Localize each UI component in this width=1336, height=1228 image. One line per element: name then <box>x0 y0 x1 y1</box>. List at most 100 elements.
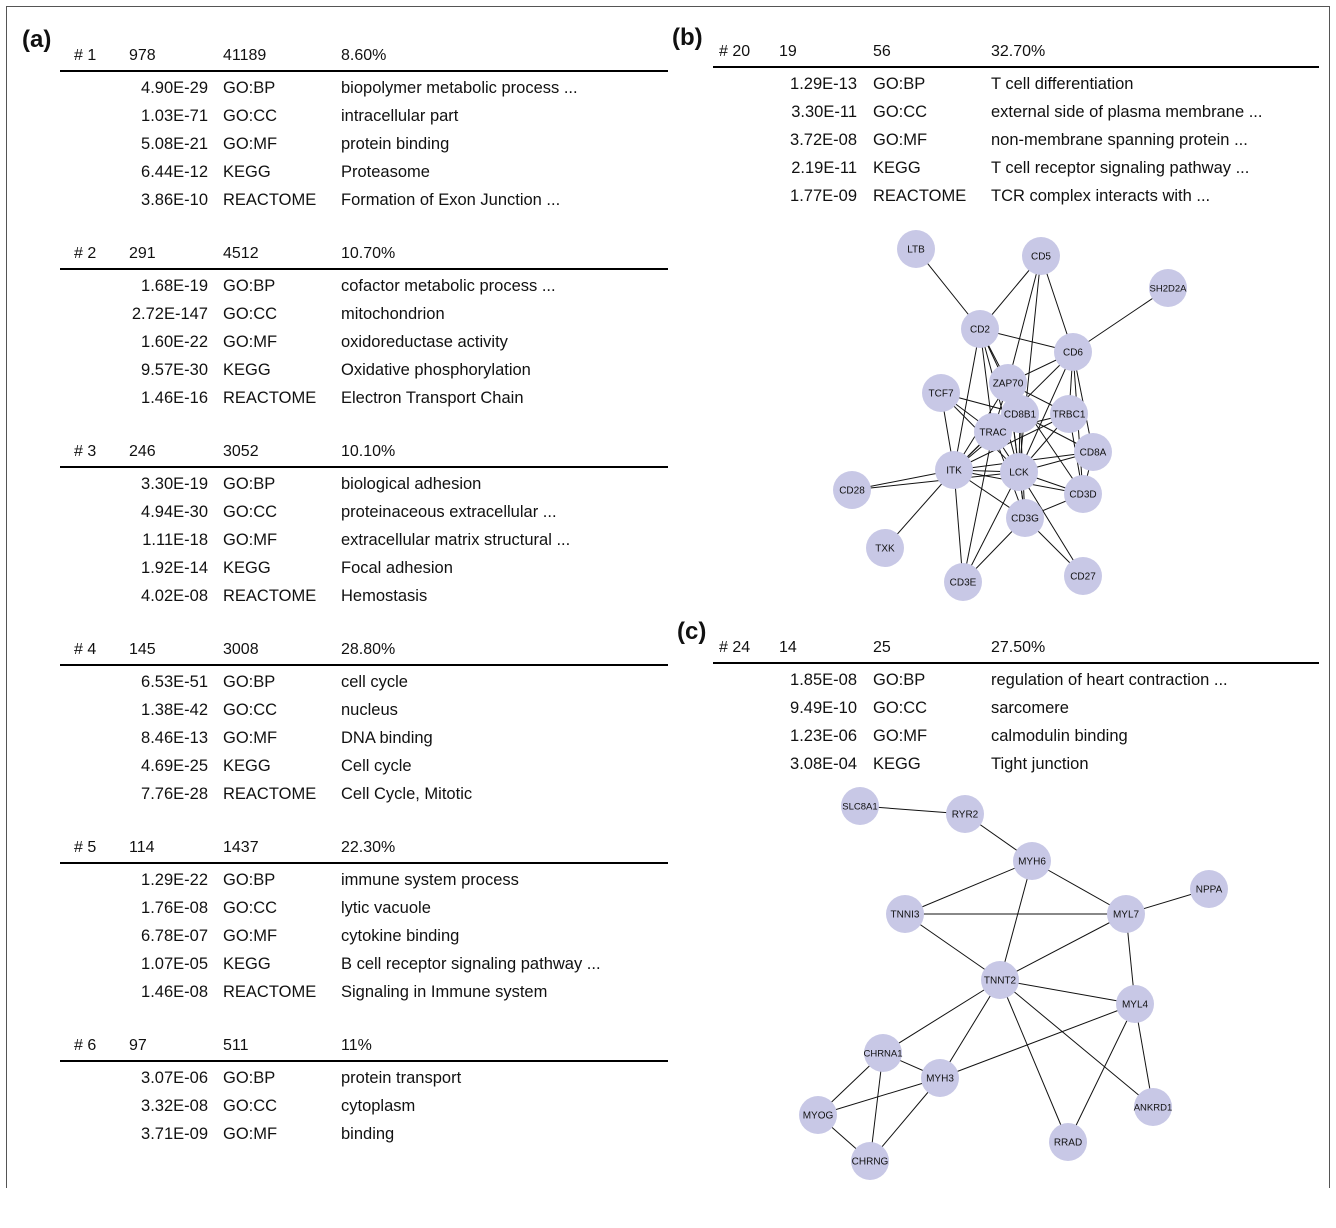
term-name: Signaling in Immune system <box>341 983 548 1001</box>
cluster-size: 145 <box>129 641 156 658</box>
node-circle <box>799 1096 837 1134</box>
term-row: 3.86E-10 REACTOME Formation of Exon Juncti… <box>60 186 668 214</box>
panel-label-a: (a) <box>22 26 52 53</box>
term-pvalue: 4.94E-30 <box>141 503 208 521</box>
network-edge <box>1072 287 1169 353</box>
term-row: 6.78E-07 GO:MF cytokine binding <box>60 922 668 950</box>
term-name: cofactor metabolic process ... <box>341 277 556 295</box>
node-circle <box>866 529 904 567</box>
term-database: GO:CC <box>223 305 278 323</box>
network-node: CD8A <box>1074 433 1112 471</box>
cluster-count: 56 <box>873 43 891 60</box>
network-node: MYL4 <box>1116 985 1154 1023</box>
cluster-percent: 22.30% <box>341 839 396 856</box>
term-pvalue: 1.46E-16 <box>141 389 208 407</box>
network-edge <box>851 471 1020 491</box>
network-edge <box>1067 1003 1136 1143</box>
cluster-count: 1437 <box>223 839 259 856</box>
network-node: ITK <box>935 451 973 489</box>
network-node: CD3D <box>1064 475 1102 513</box>
term-row: 8.46E-13 GO:MF DNA binding <box>60 724 668 752</box>
network-edge <box>1018 351 1074 473</box>
term-pvalue: 1.85E-08 <box>790 671 857 689</box>
node-label: CD3E <box>950 578 977 589</box>
term-row: 4.94E-30 GO:CC proteinaceous extracellular… <box>60 498 668 526</box>
term-row: 2.72E-147 GO:CC mitochondrion <box>60 300 668 328</box>
term-row: 1.85E-08 GO:BP regulation of heart contrac… <box>713 666 1319 694</box>
term-pvalue: 6.53E-51 <box>141 673 208 691</box>
cluster-percent: 10.10% <box>341 443 396 460</box>
term-database: GO:BP <box>223 1069 276 1087</box>
node-circle <box>1107 895 1145 933</box>
term-pvalue: 9.57E-30 <box>141 361 208 379</box>
term-database: GO:CC <box>873 699 928 717</box>
term-database: KEGG <box>223 163 271 181</box>
term-row: 3.08E-04 KEGG Tight junction <box>713 750 1319 778</box>
cluster-block: # 4 145 3008 28.80% 6.53E-51 GO:BP cell cycle 1… <box>60 634 668 832</box>
term-database: REACTOME <box>223 587 317 605</box>
term-row: 1.77E-09 REACTOME TCR complex interacts wi… <box>713 182 1319 210</box>
node-label: CD28 <box>839 486 865 497</box>
network-node: MYOG <box>799 1096 837 1134</box>
term-row: 2.19E-11 KEGG T cell receptor signaling pa… <box>713 154 1319 182</box>
cluster-size: 246 <box>129 443 156 460</box>
node-label: CD3G <box>1011 514 1039 525</box>
term-database: REACTOME <box>873 187 967 205</box>
cluster-size: 97 <box>129 1037 147 1054</box>
cluster-header: # 3 246 3052 10.10% <box>60 436 668 468</box>
node-label: NPPA <box>1196 885 1223 896</box>
term-database: KEGG <box>873 159 921 177</box>
cluster-id: # 24 <box>719 639 751 656</box>
network-edge <box>904 913 1001 981</box>
term-name: calmodulin binding <box>991 727 1128 745</box>
cluster-count: 25 <box>873 639 891 656</box>
node-circle <box>1006 499 1044 537</box>
term-name: intracellular part <box>341 107 459 125</box>
term-database: GO:BP <box>223 475 276 493</box>
term-row: 3.32E-08 GO:CC cytoplasm <box>60 1092 668 1120</box>
term-pvalue: 1.23E-06 <box>790 727 857 745</box>
term-pvalue: 8.46E-13 <box>141 729 208 747</box>
term-row: 1.07E-05 KEGG B cell receptor signaling pa… <box>60 950 668 978</box>
node-circle <box>989 364 1027 402</box>
term-pvalue: 4.90E-29 <box>141 79 208 97</box>
cluster-percent: 11% <box>341 1037 372 1054</box>
node-label: CD3D <box>1069 490 1096 501</box>
term-pvalue: 9.49E-10 <box>790 699 857 717</box>
node-circle <box>974 413 1012 451</box>
term-name: Formation of Exon Junction ... <box>341 191 561 209</box>
network-node: MYL7 <box>1107 895 1145 933</box>
term-pvalue: 4.69E-25 <box>141 757 208 775</box>
term-name: Tight junction <box>991 755 1089 773</box>
cluster-header: # 4 145 3008 28.80% <box>60 634 668 666</box>
node-label: MYL7 <box>1113 910 1140 921</box>
term-name: external side of plasma membrane ... <box>991 103 1263 121</box>
term-database: KEGG <box>873 755 921 773</box>
cluster-count: 511 <box>223 1037 249 1054</box>
term-row: 3.72E-08 GO:MF non-membrane spanning prote… <box>713 126 1319 154</box>
term-pvalue: 1.29E-22 <box>141 871 208 889</box>
node-label: CHRNG <box>852 1157 889 1168</box>
network-node: ANKRD1 <box>1134 1088 1172 1126</box>
term-pvalue: 2.19E-11 <box>791 159 857 177</box>
network-edge <box>939 979 1001 1079</box>
node-circle <box>851 1142 889 1180</box>
cluster-percent: 32.70% <box>991 43 1046 60</box>
term-name: nucleus <box>341 701 398 719</box>
node-circle <box>1001 395 1039 433</box>
term-row: 1.60E-22 GO:MF oxidoreductase activity <box>60 328 668 356</box>
network-node: RRAD <box>1049 1123 1087 1161</box>
node-label: MYL4 <box>1122 1000 1149 1011</box>
node-circle <box>1190 870 1228 908</box>
term-row: 1.03E-71 GO:CC intracellular part <box>60 102 668 130</box>
term-row: 3.71E-09 GO:MF binding <box>60 1120 668 1148</box>
term-pvalue: 3.72E-08 <box>790 131 857 149</box>
term-pvalue: 1.60E-22 <box>141 333 208 351</box>
term-pvalue: 1.68E-19 <box>141 277 208 295</box>
term-database: GO:MF <box>223 135 278 153</box>
term-database: GO:BP <box>223 871 276 889</box>
node-circle <box>946 795 984 833</box>
cluster-block: # 6 97 511 11% 3.07E-06 GO:BP protein transpor… <box>60 1030 668 1228</box>
term-database: GO:BP <box>873 75 926 93</box>
network-node: MYH3 <box>921 1059 959 1097</box>
